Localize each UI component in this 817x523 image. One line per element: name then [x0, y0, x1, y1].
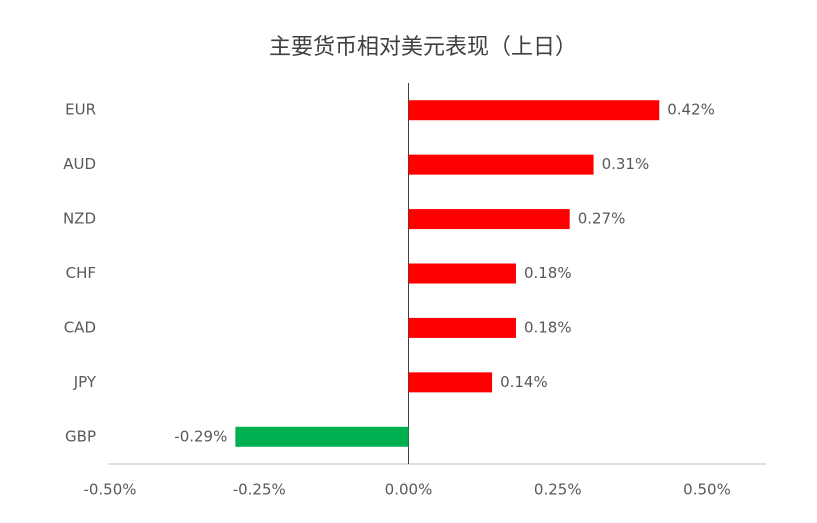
- x-tick-label: 0.00%: [385, 481, 433, 499]
- x-tick-label: 0.50%: [683, 481, 731, 499]
- value-label: 0.27%: [578, 210, 626, 228]
- x-tick-label: 0.25%: [534, 481, 582, 499]
- y-tick-label: GBP: [65, 427, 96, 445]
- value-label: 0.14%: [500, 373, 548, 391]
- y-tick-label: JPY: [73, 373, 97, 391]
- y-tick-label: EUR: [65, 101, 96, 119]
- bar: [408, 317, 516, 338]
- value-label: 0.18%: [524, 264, 572, 282]
- bar: [408, 100, 660, 121]
- bar: [408, 154, 594, 175]
- bar: [408, 209, 570, 230]
- chart-title: 主要货币相对美元表现（上日）: [269, 35, 577, 60]
- bar: [408, 263, 516, 284]
- bar: [235, 426, 409, 447]
- value-label: 0.31%: [602, 155, 650, 173]
- y-tick-label: AUD: [63, 155, 96, 173]
- y-tick-label: CHF: [66, 264, 96, 282]
- value-label: 0.18%: [524, 318, 572, 336]
- x-tick-label: -0.25%: [233, 481, 286, 499]
- y-tick-label: CAD: [64, 318, 96, 336]
- bar: [408, 372, 493, 393]
- value-label: -0.29%: [174, 427, 227, 445]
- value-label: 0.42%: [667, 101, 715, 119]
- y-tick-label: NZD: [63, 210, 96, 228]
- x-tick-label: -0.50%: [83, 481, 136, 499]
